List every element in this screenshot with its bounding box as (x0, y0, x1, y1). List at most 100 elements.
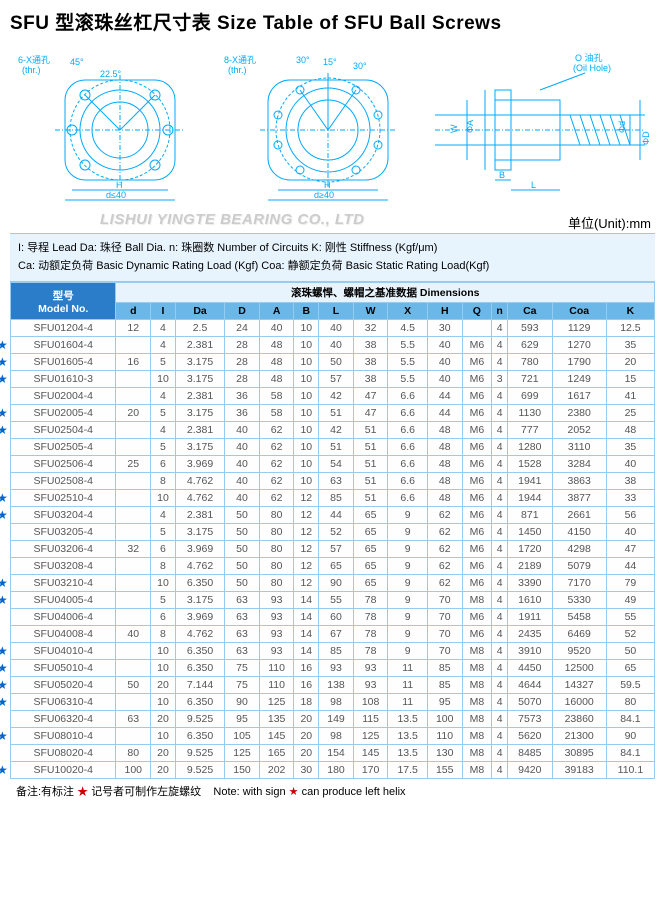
data-cell: 14 (294, 609, 319, 626)
data-cell: 13.5 (388, 745, 428, 762)
table-row: ★SFU01605-41653.17528481050385.540M64780… (11, 354, 655, 371)
data-cell: 50 (116, 677, 151, 694)
data-cell: 1617 (552, 388, 606, 405)
data-cell: 10 (294, 320, 319, 337)
data-cell: 93 (259, 592, 294, 609)
data-cell: M6 (462, 490, 492, 507)
data-cell: 4 (492, 473, 508, 490)
data-cell: 4 (492, 337, 508, 354)
data-cell: 93 (259, 609, 294, 626)
data-cell: 9520 (552, 643, 606, 660)
model-cell: SFU03206-4 (11, 541, 116, 558)
data-cell: 41 (606, 388, 654, 405)
data-cell: 10 (294, 337, 319, 354)
data-cell: 5330 (552, 592, 606, 609)
model-cell: SFU04006-4 (11, 609, 116, 626)
data-cell: 110 (427, 728, 462, 745)
table-row: ★SFU03210-4106.3505080129065962M64339071… (11, 575, 655, 592)
table-row: ★SFU01610-3103.17528481057385.540M637211… (11, 371, 655, 388)
model-cell: SFU08020-4 (11, 745, 116, 762)
data-cell: 4 (492, 405, 508, 422)
data-cell: M8 (462, 745, 492, 762)
data-cell: 2052 (552, 422, 606, 439)
data-cell: 2435 (508, 626, 552, 643)
data-cell: 20 (294, 711, 319, 728)
data-cell: 48 (427, 473, 462, 490)
data-cell: 4 (492, 609, 508, 626)
data-cell: 4.762 (175, 473, 224, 490)
data-cell: 9420 (508, 762, 552, 779)
data-cell: M8 (462, 677, 492, 694)
col-Ca: Ca (508, 303, 552, 320)
data-cell: 6.350 (175, 728, 224, 745)
data-cell: 11 (388, 694, 428, 711)
svg-text:(thr.): (thr.) (228, 65, 247, 75)
data-cell: 60 (319, 609, 354, 626)
data-cell: 28 (225, 337, 260, 354)
dimensions-header: 滚珠螺悍、螺帽之基准数据 Dimensions (116, 283, 655, 303)
data-cell: 115 (353, 711, 388, 728)
data-cell: 79 (606, 575, 654, 592)
col-K: K (606, 303, 654, 320)
model-cell: ★SFU04010-4 (11, 643, 116, 660)
data-cell: 63 (225, 592, 260, 609)
data-cell: 44 (606, 558, 654, 575)
data-cell: 4 (492, 507, 508, 524)
data-cell: 48 (606, 422, 654, 439)
data-cell: M6 (462, 507, 492, 524)
col-X: X (388, 303, 428, 320)
data-cell: 11 (388, 660, 428, 677)
data-cell: 1280 (508, 439, 552, 456)
data-cell: M8 (462, 592, 492, 609)
data-cell: 40 (319, 337, 354, 354)
data-cell: 50 (225, 558, 260, 575)
data-cell: 4 (492, 524, 508, 541)
data-cell: 3863 (552, 473, 606, 490)
data-cell: 145 (259, 728, 294, 745)
data-cell: 110 (259, 677, 294, 694)
data-cell: 2.5 (175, 320, 224, 337)
model-cell: SFU06320-4 (11, 711, 116, 728)
data-cell: 4 (492, 677, 508, 694)
data-cell: 50 (225, 541, 260, 558)
data-cell: 4 (492, 745, 508, 762)
data-cell: 5.5 (388, 371, 428, 388)
model-cell: ★SFU02510-4 (11, 490, 116, 507)
data-cell: 4.5 (388, 320, 428, 337)
data-cell: 9 (388, 575, 428, 592)
data-cell: 65 (353, 558, 388, 575)
data-cell: 4 (492, 439, 508, 456)
data-cell: 4 (151, 388, 176, 405)
data-cell (116, 337, 151, 354)
star-icon: ★ (0, 423, 8, 437)
data-cell: 40 (427, 354, 462, 371)
star-icon: ★ (0, 593, 8, 607)
data-cell: 62 (427, 558, 462, 575)
data-cell: M6 (462, 575, 492, 592)
data-cell: 6.350 (175, 660, 224, 677)
data-cell: M6 (462, 337, 492, 354)
data-cell (116, 490, 151, 507)
data-cell: 20 (151, 745, 176, 762)
data-cell: 165 (259, 745, 294, 762)
svg-text:ΦD: ΦD (641, 131, 651, 145)
data-cell: 5 (151, 354, 176, 371)
data-cell: 90 (319, 575, 354, 592)
col-W: W (353, 303, 388, 320)
data-cell: 56 (606, 507, 654, 524)
data-cell: 90 (606, 728, 654, 745)
unit-label: 单位(Unit):mm (568, 213, 651, 232)
data-cell: 50 (225, 575, 260, 592)
data-cell: 4.762 (175, 558, 224, 575)
model-cell: ★SFU10020-4 (11, 762, 116, 779)
data-cell: 28 (225, 371, 260, 388)
data-cell: 2.381 (175, 422, 224, 439)
data-cell: 93 (259, 626, 294, 643)
data-cell: 2.381 (175, 388, 224, 405)
data-cell: 63 (225, 643, 260, 660)
data-cell: 4 (151, 507, 176, 524)
data-cell: 80 (259, 524, 294, 541)
data-cell: M6 (462, 558, 492, 575)
data-cell (116, 558, 151, 575)
data-cell: 40 (225, 473, 260, 490)
